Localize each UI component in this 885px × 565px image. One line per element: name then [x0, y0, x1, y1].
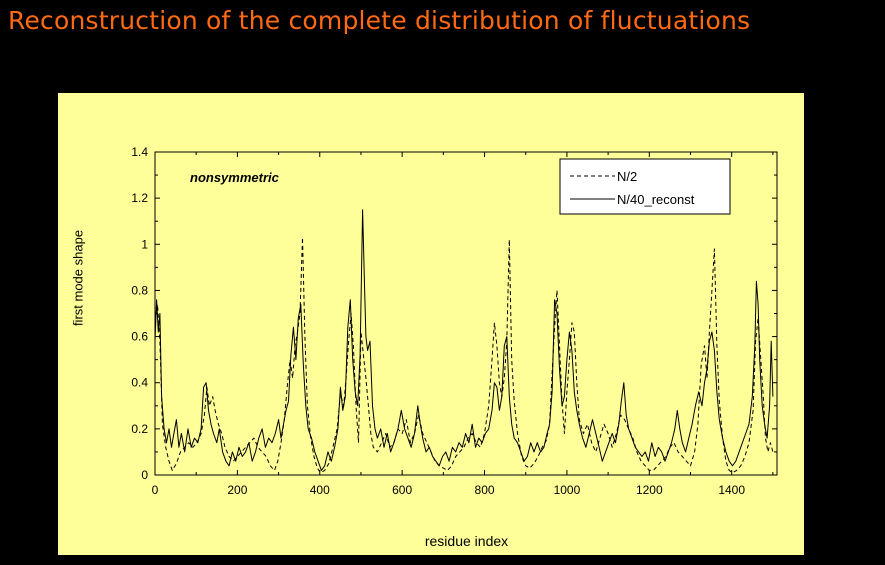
x-tick-label: 0	[152, 483, 159, 497]
y-tick-label: 1	[141, 237, 148, 251]
x-tick-label: 200	[227, 483, 247, 497]
x-tick-label: 1200	[636, 483, 663, 497]
y-tick-label: 1.4	[131, 145, 148, 159]
y-tick-label: 1.2	[131, 191, 148, 205]
annotation-nonsymmetric: nonsymmetric	[190, 170, 280, 185]
series-line-n-40-reconst	[154, 209, 774, 471]
y-tick-label: 0.2	[131, 422, 148, 436]
x-tick-label: 400	[310, 483, 330, 497]
y-tick-label: 0.4	[131, 376, 148, 390]
x-tick-label: 600	[392, 483, 412, 497]
y-tick-label: 0.8	[131, 283, 148, 297]
x-tick-label: 800	[475, 483, 495, 497]
legend-label: N/40_reconst	[617, 192, 695, 207]
legend-label: N/2	[617, 169, 637, 184]
slide-title: Reconstruction of the complete distribut…	[8, 6, 751, 35]
x-axis-label: residue index	[424, 533, 509, 549]
y-axis-label: first mode shape	[66, 210, 90, 345]
y-tick-label: 0	[141, 468, 148, 482]
y-tick-label: 0.6	[131, 330, 148, 344]
x-tick-label: 1400	[718, 483, 745, 497]
series-line-n-2	[154, 236, 774, 474]
x-tick-label: 1000	[554, 483, 581, 497]
legend-box	[559, 158, 731, 215]
y-axis-label-text: first mode shape	[70, 229, 86, 326]
